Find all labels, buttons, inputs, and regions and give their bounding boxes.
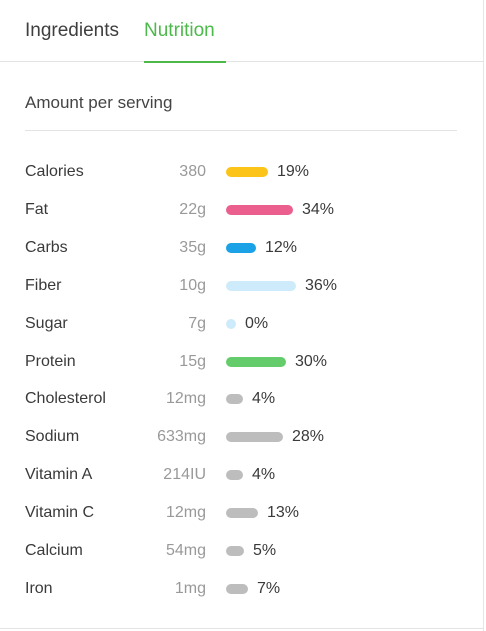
daily-value-percent: 5% [253, 542, 277, 559]
daily-value-bar [226, 167, 268, 177]
daily-value-percent: 0% [245, 315, 269, 332]
nutrient-name: Sugar [25, 315, 68, 332]
daily-value-percent: 4% [252, 466, 276, 483]
nutrient-name: Calcium [25, 542, 83, 559]
nutrient-amount: 54mg [165, 542, 206, 559]
daily-value-bar [226, 281, 296, 291]
bottom-divider [0, 628, 484, 629]
nutrient-name: Carbs [25, 239, 68, 256]
nutrient-row: Sugar 7g 0% [25, 312, 465, 336]
daily-value-bar [226, 394, 243, 404]
nutrient-name: Protein [25, 353, 76, 370]
nutrient-row: Vitamin A 214IU 4% [25, 463, 465, 487]
nutrient-amount: 12mg [165, 390, 206, 407]
nutrient-name: Cholesterol [25, 390, 106, 407]
daily-value-percent: 36% [305, 277, 338, 294]
section-divider [25, 130, 457, 131]
daily-value-bar [226, 584, 248, 594]
nutrient-name: Fat [25, 201, 49, 218]
nutrient-name: Fiber [25, 277, 62, 294]
daily-value-percent: 19% [277, 163, 310, 180]
nutrient-row: Cholesterol 12mg 4% [25, 387, 465, 411]
daily-value-percent: 34% [302, 201, 335, 218]
nutrient-amount: 12mg [165, 504, 206, 521]
nutrient-amount: 22g [179, 201, 206, 218]
daily-value-bar [226, 546, 244, 556]
nutrient-row: Calcium 54mg 5% [25, 539, 465, 563]
nutrient-name: Vitamin A [25, 466, 93, 483]
nutrient-amount: 380 [179, 163, 206, 180]
nutrient-row: Carbs 35g 12% [25, 236, 465, 260]
daily-value-bar [226, 205, 293, 215]
nutrient-name: Sodium [25, 428, 80, 445]
daily-value-percent: 4% [252, 390, 276, 407]
daily-value-bar [226, 508, 258, 518]
tab-ingredients[interactable]: Ingredients [25, 20, 120, 41]
nutrient-amount: 633mg [157, 428, 206, 445]
daily-value-bar [226, 243, 256, 253]
daily-value-percent: 30% [295, 353, 328, 370]
nutrient-name: Calories [25, 163, 84, 180]
daily-value-bar [226, 432, 283, 442]
daily-value-bar [226, 319, 236, 329]
nutrient-name: Vitamin C [25, 504, 95, 521]
tab-bar: Ingredients Nutrition [0, 0, 484, 63]
nutrient-amount: 35g [179, 239, 206, 256]
nutrient-amount: 10g [179, 277, 206, 294]
nutrient-row: Calories 380 19% [25, 160, 465, 184]
nutrient-row: Fiber 10g 36% [25, 274, 465, 298]
nutrient-row: Vitamin C 12mg 13% [25, 501, 465, 525]
nutrient-amount: 15g [179, 353, 206, 370]
nutrient-row: Protein 15g 30% [25, 350, 465, 374]
nutrient-row: Fat 22g 34% [25, 198, 465, 222]
daily-value-percent: 13% [267, 504, 300, 521]
nutrient-name: Iron [25, 580, 53, 597]
daily-value-percent: 12% [265, 239, 298, 256]
nutrient-amount: 214IU [163, 466, 206, 483]
nutrient-amount: 1mg [174, 580, 206, 597]
daily-value-percent: 28% [292, 428, 325, 445]
daily-value-percent: 7% [257, 580, 281, 597]
nutrient-row: Iron 1mg 7% [25, 577, 465, 601]
amount-per-serving-heading: Amount per serving [25, 93, 173, 112]
nutrient-amount: 7g [188, 315, 206, 332]
nutrient-row: Sodium 633mg 28% [25, 425, 465, 449]
tab-nutrition[interactable]: Nutrition [144, 0, 226, 63]
daily-value-bar [226, 470, 243, 480]
daily-value-bar [226, 357, 286, 367]
